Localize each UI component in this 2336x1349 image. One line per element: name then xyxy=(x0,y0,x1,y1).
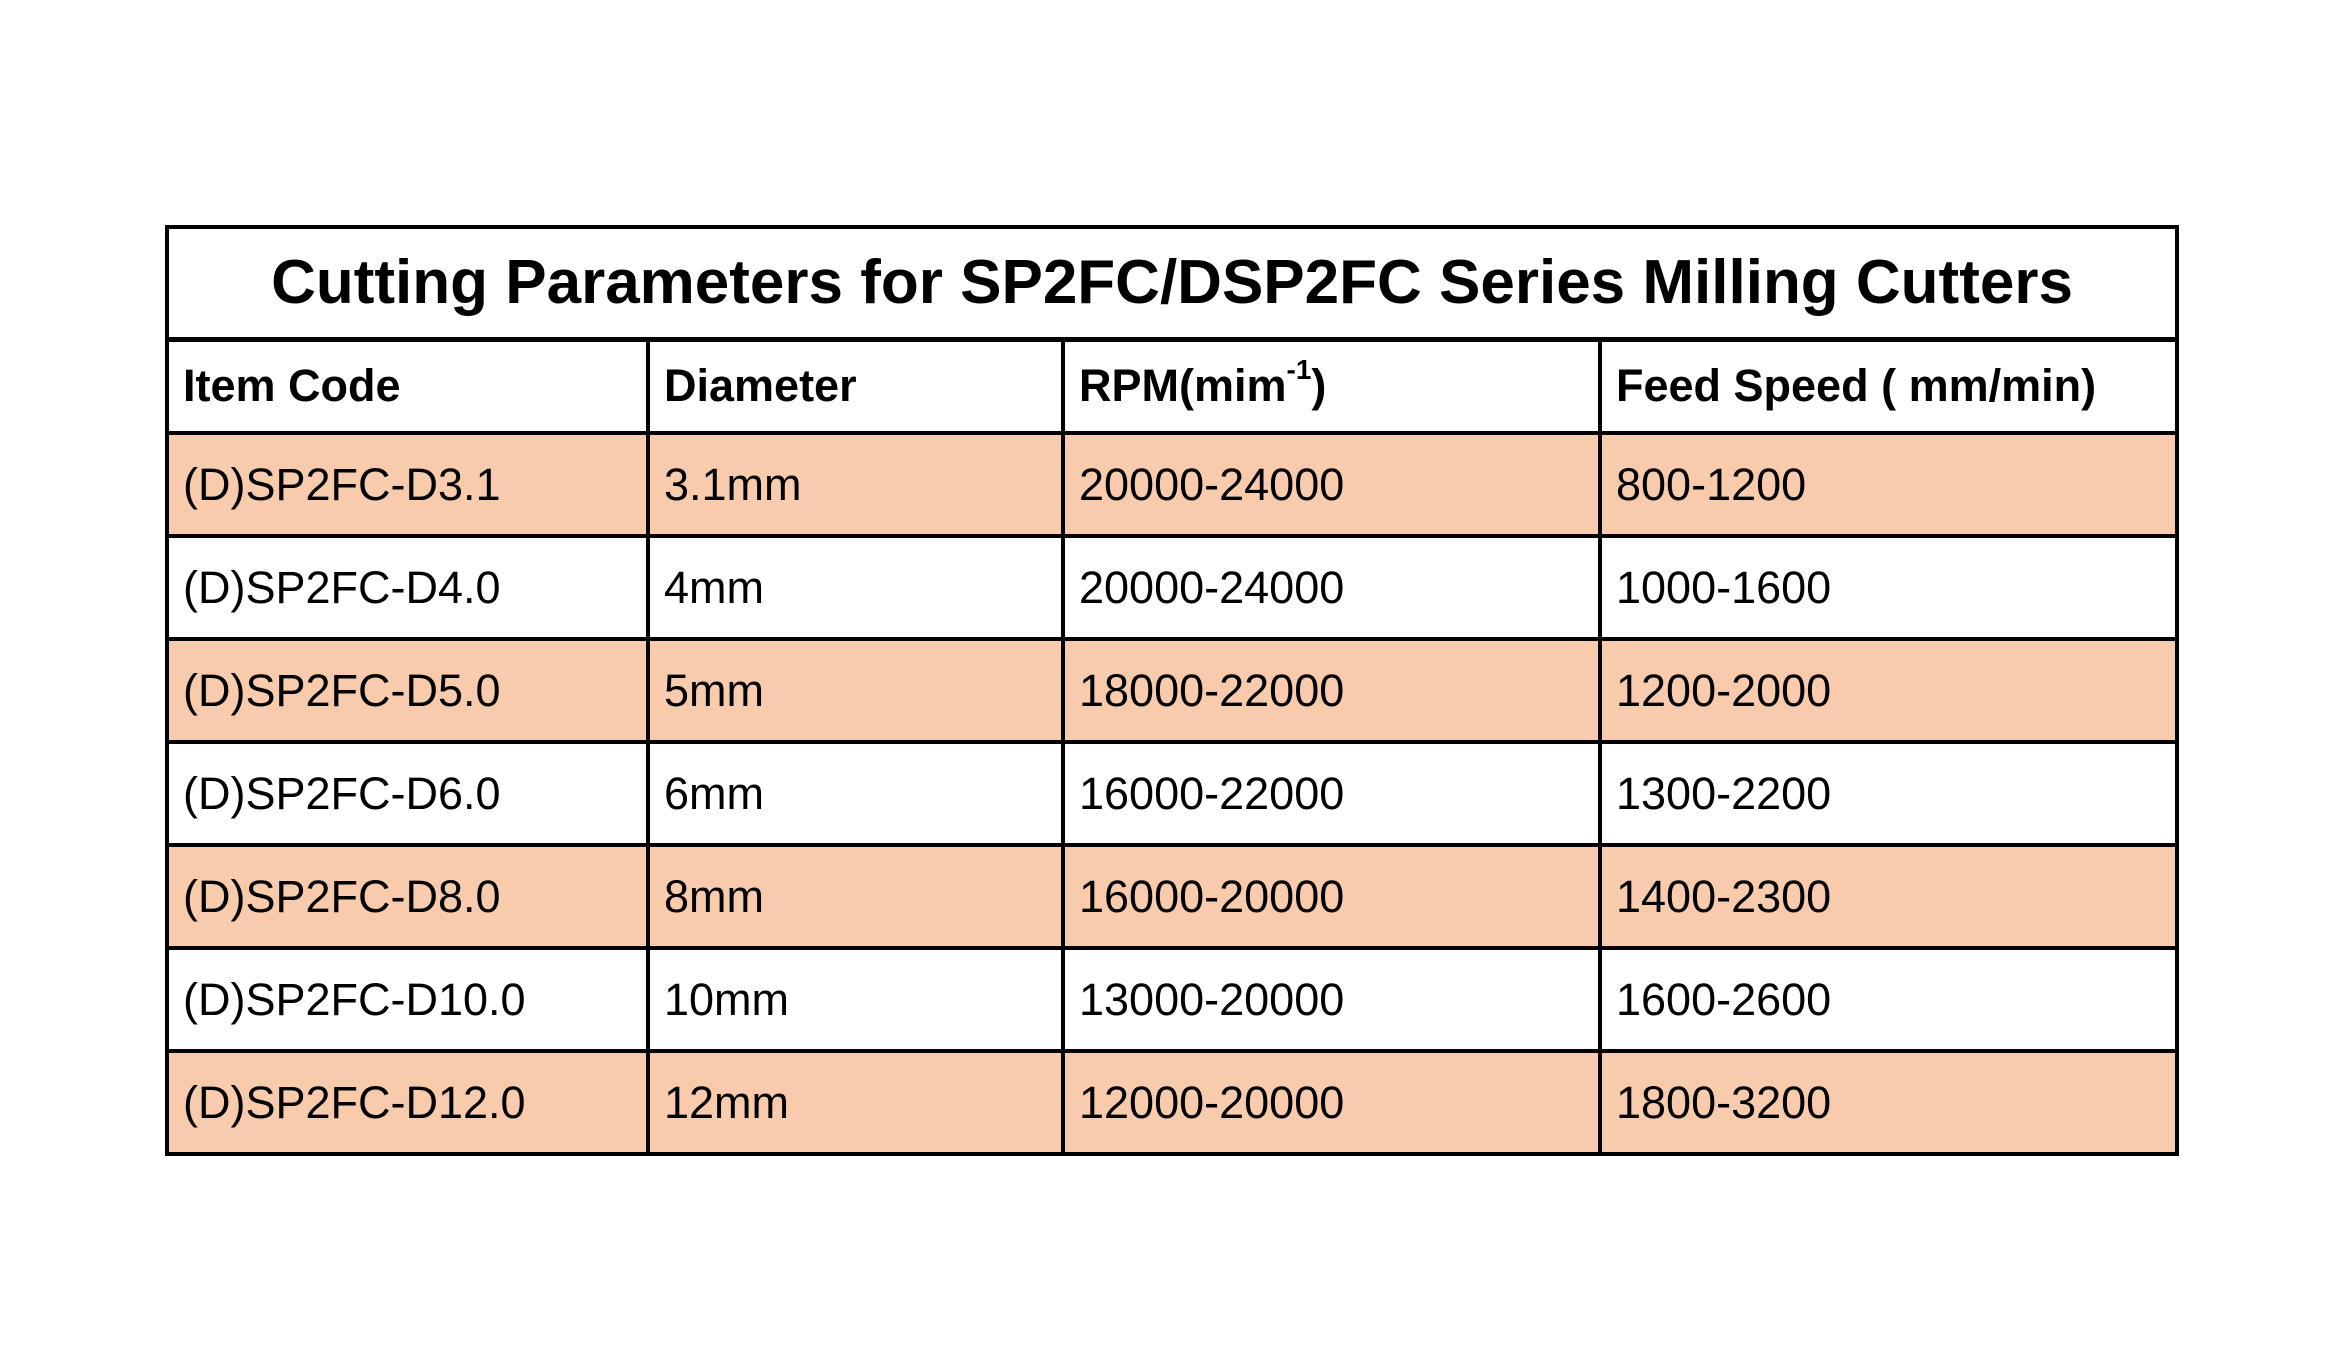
cell-feed-speed: 1000-1600 xyxy=(1597,534,2180,641)
table-row: (D)SP2FC-D3.1 3.1mm 20000-24000 800-1200 xyxy=(165,431,2180,538)
cell-item-code: (D)SP2FC-D8.0 xyxy=(165,843,650,950)
table-row: (D)SP2FC-D12.0 12mm 12000-20000 1800-320… xyxy=(165,1049,2180,1156)
cell-rpm: 13000-20000 xyxy=(1061,946,1602,1053)
cell-diameter: 6mm xyxy=(646,740,1065,847)
table-row: (D)SP2FC-D8.0 8mm 16000-20000 1400-2300 xyxy=(165,843,2180,950)
table-row: (D)SP2FC-D4.0 4mm 20000-24000 1000-1600 xyxy=(165,534,2180,641)
cell-diameter: 5mm xyxy=(646,637,1065,744)
rpm-header-base: RPM(mim xyxy=(1079,360,1287,412)
table-title-row: Cutting Parameters for SP2FC/DSP2FC Seri… xyxy=(164,225,2180,342)
cell-item-code: (D)SP2FC-D5.0 xyxy=(165,637,650,744)
cell-diameter: 10mm xyxy=(646,946,1065,1053)
cell-item-code: (D)SP2FC-D4.0 xyxy=(165,534,650,641)
cell-diameter: 12mm xyxy=(646,1049,1065,1156)
table-title: Cutting Parameters for SP2FC/DSP2FC Seri… xyxy=(164,225,2180,342)
cell-feed-speed: 1300-2200 xyxy=(1597,740,2180,847)
cutting-parameters-table: Cutting Parameters for SP2FC/DSP2FC Seri… xyxy=(164,225,2180,1156)
cell-diameter: 4mm xyxy=(646,534,1065,641)
cell-rpm: 16000-20000 xyxy=(1061,843,1602,950)
cutting-parameters-table-container: Cutting Parameters for SP2FC/DSP2FC Seri… xyxy=(164,225,2180,1156)
cell-feed-speed: 1600-2600 xyxy=(1597,946,2180,1053)
rpm-header-close-paren: ) xyxy=(1311,360,1327,412)
cell-rpm: 12000-20000 xyxy=(1061,1049,1602,1156)
rpm-header-superscript: -1 xyxy=(1286,354,1312,386)
cell-rpm: 18000-22000 xyxy=(1061,637,1602,744)
column-header-item-code: Item Code xyxy=(165,337,650,435)
cell-item-code: (D)SP2FC-D12.0 xyxy=(165,1049,650,1156)
column-header-feed-speed: Feed Speed ( mm/min) xyxy=(1597,337,2180,435)
cell-rpm: 20000-24000 xyxy=(1061,534,1602,641)
cell-feed-speed: 1800-3200 xyxy=(1597,1049,2180,1156)
cell-feed-speed: 800-1200 xyxy=(1597,431,2180,538)
table-row: (D)SP2FC-D6.0 6mm 16000-22000 1300-2200 xyxy=(165,740,2180,847)
cell-item-code: (D)SP2FC-D6.0 xyxy=(165,740,650,847)
table-row: (D)SP2FC-D5.0 5mm 18000-22000 1200-2000 xyxy=(165,637,2180,744)
cell-diameter: 8mm xyxy=(646,843,1065,950)
table-header-row: Item Code Diameter RPM(mim-1) Feed Speed… xyxy=(165,337,2180,435)
cell-item-code: (D)SP2FC-D3.1 xyxy=(165,431,650,538)
cell-diameter: 3.1mm xyxy=(646,431,1065,538)
cell-rpm: 16000-22000 xyxy=(1061,740,1602,847)
column-header-diameter: Diameter xyxy=(646,337,1065,435)
cell-item-code: (D)SP2FC-D10.0 xyxy=(165,946,650,1053)
cell-rpm: 20000-24000 xyxy=(1061,431,1602,538)
cell-feed-speed: 1400-2300 xyxy=(1597,843,2180,950)
table-row: (D)SP2FC-D10.0 10mm 13000-20000 1600-260… xyxy=(165,946,2180,1053)
cell-feed-speed: 1200-2000 xyxy=(1597,637,2180,744)
column-header-rpm: RPM(mim-1) xyxy=(1061,337,1602,435)
